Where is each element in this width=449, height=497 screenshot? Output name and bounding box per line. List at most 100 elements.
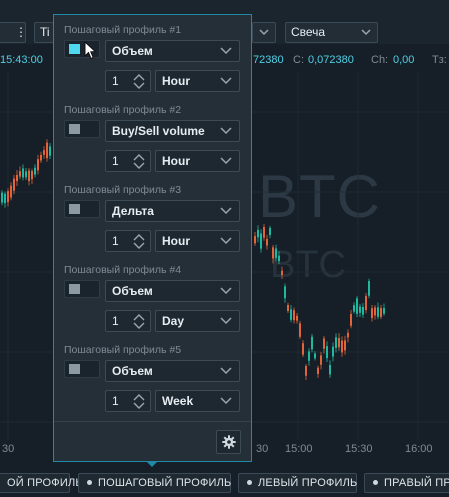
candle-body xyxy=(377,307,379,317)
candle-body xyxy=(1,192,3,203)
candle-body xyxy=(353,305,355,312)
candle-body xyxy=(371,308,373,319)
period-unit-select[interactable]: Hour xyxy=(155,70,240,92)
chevron-down-icon xyxy=(220,397,232,405)
candle-body xyxy=(338,337,340,348)
profile-type-value: Дельта xyxy=(112,204,154,218)
period-count-stepper[interactable]: 1 xyxy=(105,70,151,92)
candle-body xyxy=(305,366,307,376)
chevron-down-icon xyxy=(220,77,232,85)
tab-label: ПОШАГОВЫЙ ПРОФИЛЬ xyxy=(98,477,232,489)
timeframe-select[interactable]: Ti xyxy=(34,22,54,43)
chevron-down-icon xyxy=(220,207,232,215)
candle-body xyxy=(374,307,376,316)
popup-pointer xyxy=(146,461,158,467)
candle-body xyxy=(31,170,33,180)
section-title: Пошаговый профиль #2 xyxy=(64,104,182,116)
period-unit-value: Hour xyxy=(162,74,190,88)
candle-body xyxy=(323,338,325,349)
chevron-down-icon xyxy=(220,157,232,165)
x-tick-label: 15:30 xyxy=(345,443,373,455)
candle-body xyxy=(347,332,349,338)
period-unit-select[interactable]: Hour xyxy=(155,230,240,252)
profile-enable-toggle[interactable] xyxy=(64,360,100,378)
chevron-down-icon xyxy=(220,47,232,55)
candle-body xyxy=(287,304,289,311)
candle-body xyxy=(302,343,304,355)
candle-body xyxy=(365,296,367,311)
profile-type-select[interactable]: Дельта xyxy=(105,200,240,222)
stepper-arrows-icon[interactable] xyxy=(132,153,146,170)
chevron-down-icon xyxy=(220,237,232,245)
period-unit-select[interactable]: Week xyxy=(155,390,240,412)
candle-body xyxy=(317,367,319,374)
change-label: Ch: xyxy=(371,54,389,66)
chevron-down-icon xyxy=(361,29,371,36)
period-count-stepper[interactable]: 1 xyxy=(105,390,151,412)
profile-type-value: Buy/Sell volume xyxy=(112,124,205,138)
stepper-arrows-icon[interactable] xyxy=(132,73,146,90)
candle-body xyxy=(16,175,18,182)
profile-type-select[interactable]: Объем xyxy=(105,40,240,62)
candle-body xyxy=(7,191,9,203)
tab-step-profile[interactable]: ПОШАГОВЫЙ ПРОФИЛЬ xyxy=(78,473,231,493)
period-unit-value: Week xyxy=(162,394,194,408)
candle-body xyxy=(37,159,39,171)
stepper-arrows-icon[interactable] xyxy=(132,313,146,330)
step-profile-popup: Пошаговый профиль #1 Объем 1 Hour Пошаго… xyxy=(53,14,252,462)
period-unit-select[interactable]: Day xyxy=(155,310,240,332)
period-unit-value: Hour xyxy=(162,154,190,168)
period-count-stepper[interactable]: 1 xyxy=(105,150,151,172)
profile-enable-toggle[interactable] xyxy=(64,120,100,138)
tab-volume-profile[interactable]: ОЙ ПРОФИЛЬ xyxy=(0,473,83,493)
symbol-watermark-secondary: BTC xyxy=(270,244,346,286)
candle-body xyxy=(293,310,295,321)
profile-type-select[interactable]: Buy/Sell volume xyxy=(105,120,240,142)
stepper-arrows-icon[interactable] xyxy=(132,233,146,250)
timeframe-label: Ti xyxy=(40,25,50,39)
candle-body xyxy=(350,313,352,326)
period-count-value: 1 xyxy=(112,394,119,408)
chart-type-select[interactable]: Свеча xyxy=(285,22,378,43)
price-readout: 72380 xyxy=(253,54,284,66)
symbol-select-edge[interactable] xyxy=(252,22,276,43)
candle-body xyxy=(341,340,343,353)
profile-type-select[interactable]: Объем xyxy=(105,280,240,302)
toggle-knob xyxy=(69,284,80,294)
time-readout: 15:43:00 xyxy=(0,54,43,66)
symbol-watermark: BTC xyxy=(258,163,381,230)
candle-body xyxy=(380,308,382,317)
candle-body xyxy=(296,315,298,321)
candle-body xyxy=(332,346,334,357)
tab-label: ПРАВЫЙ ПРОФИЛ xyxy=(384,477,449,489)
dot-icon xyxy=(373,480,378,485)
section-title: Пошаговый профиль #3 xyxy=(64,184,182,196)
chevron-down-icon xyxy=(220,367,232,375)
candle-body xyxy=(344,340,346,351)
candle-body xyxy=(284,286,286,299)
x-tick-label: 16:00 xyxy=(405,443,433,455)
profile-enable-toggle[interactable] xyxy=(64,280,100,298)
more-menu-button[interactable]: ⋮ xyxy=(0,22,27,43)
profile-type-value: Объем xyxy=(112,284,153,298)
section-title: Пошаговый профиль #4 xyxy=(64,264,182,276)
stepper-arrows-icon[interactable] xyxy=(132,393,146,410)
period-count-stepper[interactable]: 1 xyxy=(105,230,151,252)
tab-left-profile[interactable]: ЛЕВЫЙ ПРОФИЛЬ xyxy=(238,473,357,493)
dot-icon xyxy=(87,480,92,485)
period-unit-select[interactable]: Hour xyxy=(155,150,240,172)
period-count-value: 1 xyxy=(112,74,119,88)
more-icon: ⋮ xyxy=(15,25,27,39)
x-tick-label: 30 xyxy=(2,443,15,455)
period-count-stepper[interactable]: 1 xyxy=(105,310,151,332)
toggle-knob xyxy=(69,44,80,54)
candle-body xyxy=(263,226,265,238)
period-unit-value: Hour xyxy=(162,234,190,248)
change-value: 0,00 xyxy=(393,54,415,66)
profile-enable-toggle[interactable] xyxy=(64,200,100,218)
settings-button[interactable] xyxy=(216,430,241,454)
tab-right-profile[interactable]: ПРАВЫЙ ПРОФИЛ xyxy=(364,473,449,493)
toggle-knob xyxy=(69,204,80,214)
profile-type-select[interactable]: Объем xyxy=(105,360,240,382)
close-label: C: xyxy=(293,54,304,66)
